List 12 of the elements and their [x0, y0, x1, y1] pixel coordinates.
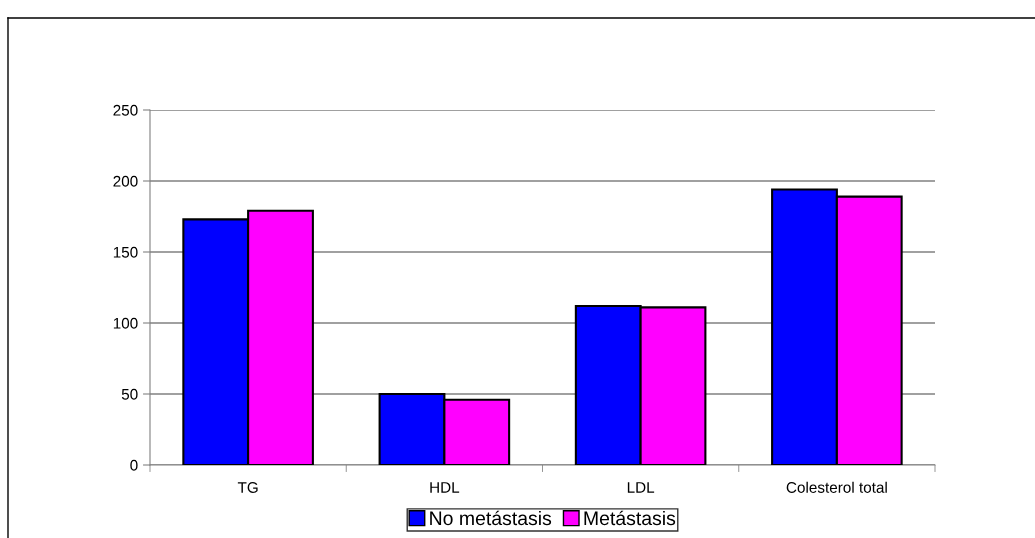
y-tick-label: 50 [121, 388, 138, 400]
y-tick-label: 150 [113, 246, 138, 258]
y-tick-label: 0 [130, 459, 138, 471]
y-tick-label: 250 [113, 104, 138, 116]
y-tick-label: 100 [113, 317, 138, 329]
x-tick-label: HDL [430, 482, 460, 493]
x-tick-label: LDL [627, 482, 655, 493]
x-tick-label: Colesterol total [786, 481, 887, 493]
x-tick-label: TG [237, 482, 258, 493]
legend-label: No metástasis [430, 510, 552, 526]
y-tick-label: 200 [113, 175, 138, 187]
legend-label: Metástasis [584, 510, 676, 526]
